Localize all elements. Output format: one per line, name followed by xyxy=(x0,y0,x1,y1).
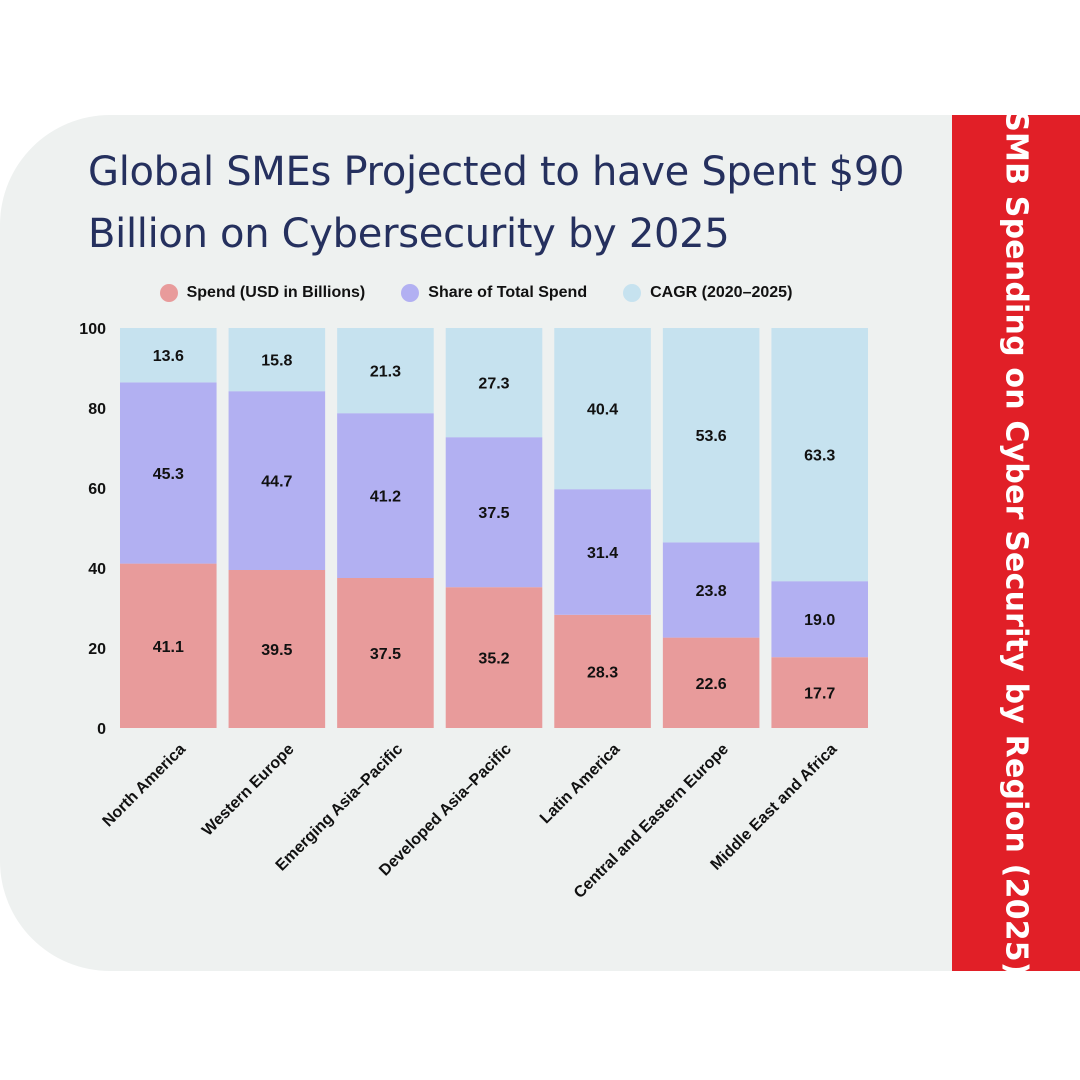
x-tick-label-2: Emerging Asia–Pacific xyxy=(273,741,407,875)
value-label-cagr-4: 40.4 xyxy=(587,402,618,419)
value-label-share-5: 23.8 xyxy=(696,583,727,600)
chart-title: Global SMEs Projected to have Spent $90 … xyxy=(88,149,905,257)
legend-swatch-spend xyxy=(159,284,178,302)
bar-share-2 xyxy=(337,413,434,578)
legend-label-spend: Spend (USD in Billions) xyxy=(186,284,366,301)
bar-cagr-5 xyxy=(662,328,760,543)
value-label-spend-4: 28.3 xyxy=(587,664,618,681)
value-label-spend-6: 17.7 xyxy=(804,686,835,703)
legend-swatch-cagr xyxy=(623,284,642,302)
bar-cagr-4 xyxy=(554,328,651,490)
legend-item-share: Share of Total Spend xyxy=(401,284,587,302)
sidebar-title: SMB Spending on Cyber Security by Region… xyxy=(998,110,1034,976)
value-label-cagr-3: 27.3 xyxy=(478,376,509,393)
value-label-cagr-0: 13.6 xyxy=(153,348,184,365)
bar-cagr-1 xyxy=(228,328,326,392)
value-label-share-3: 37.5 xyxy=(478,505,509,522)
legend-item-spend: Spend (USD in Billions) xyxy=(159,284,366,302)
bar-share-3 xyxy=(445,437,543,588)
x-tick-label-0: North America xyxy=(100,741,190,831)
bar-spend-6 xyxy=(771,657,868,728)
value-label-cagr-1: 15.8 xyxy=(261,353,292,370)
bar-spend-1 xyxy=(228,570,326,728)
y-tick-label-40: 40 xyxy=(88,561,106,578)
value-label-spend-0: 41.1 xyxy=(153,639,184,656)
value-label-share-2: 41.2 xyxy=(370,489,401,506)
bar-share-4 xyxy=(554,489,651,615)
legend-label-cagr: CAGR (2020–2025) xyxy=(650,284,793,301)
y-tick-label-20: 20 xyxy=(88,641,106,658)
legend-label-share: Share of Total Spend xyxy=(428,284,588,301)
bar-share-1 xyxy=(228,391,326,570)
bar-spend-5 xyxy=(662,637,760,728)
value-label-spend-1: 39.5 xyxy=(261,642,292,659)
bar-share-5 xyxy=(662,542,760,638)
bar-spend-0 xyxy=(120,563,217,728)
legend: Spend (USD in Billions) Share of Total S… xyxy=(0,284,952,302)
y-tick-label-80: 80 xyxy=(88,401,106,418)
x-tick-label-6: Middle East and Africa xyxy=(708,741,841,874)
bar-share-0 xyxy=(120,382,217,564)
value-label-spend-2: 37.5 xyxy=(370,646,401,663)
bar-spend-2 xyxy=(337,578,434,728)
value-label-share-6: 19.0 xyxy=(804,612,835,629)
bar-cagr-6 xyxy=(771,328,868,582)
bar-cagr-0 xyxy=(120,328,217,383)
x-tick-label-4: Latin America xyxy=(537,741,623,827)
stacked-bar-chart: 0 20 40 60 80 100 41.1 45.3 13.6 North America 39.… xyxy=(79,321,868,902)
sidebar-panel: SMB Spending on Cyber Security by Region… xyxy=(952,110,1080,976)
value-label-cagr-6: 63.3 xyxy=(804,448,835,465)
value-label-spend-5: 22.6 xyxy=(696,676,727,693)
value-label-share-1: 44.7 xyxy=(261,474,292,491)
value-label-share-0: 45.3 xyxy=(153,466,184,483)
x-tick-label-1: Western Europe xyxy=(199,741,298,840)
bar-cagr-3 xyxy=(445,328,543,438)
bar-share-6 xyxy=(771,581,868,658)
bar-spend-4 xyxy=(554,614,651,728)
bar-cagr-2 xyxy=(337,328,434,414)
value-label-spend-3: 35.2 xyxy=(478,651,509,668)
y-tick-label-100: 100 xyxy=(79,321,106,338)
value-label-share-4: 31.4 xyxy=(587,545,618,562)
y-tick-label-0: 0 xyxy=(97,721,106,738)
value-label-cagr-5: 53.6 xyxy=(696,428,727,445)
legend-item-cagr: CAGR (2020–2025) xyxy=(623,284,792,302)
y-tick-label-60: 60 xyxy=(88,481,106,498)
bar-spend-3 xyxy=(445,587,543,728)
value-label-cagr-2: 21.3 xyxy=(370,364,401,381)
legend-swatch-share xyxy=(401,284,420,302)
